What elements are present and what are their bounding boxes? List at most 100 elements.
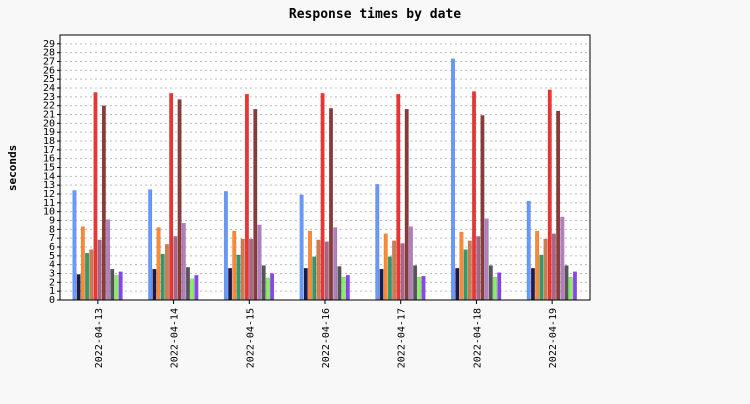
bar xyxy=(463,249,468,301)
x-tick-label: 2022-04-19 xyxy=(548,308,559,368)
bar xyxy=(396,93,401,301)
y-tick-label: 0 xyxy=(49,295,55,306)
bars xyxy=(72,58,577,301)
bar xyxy=(484,218,489,301)
y-tick-label: 28 xyxy=(43,48,55,59)
bar xyxy=(547,89,552,301)
bar xyxy=(156,227,161,301)
bar xyxy=(72,190,77,301)
bar xyxy=(530,268,535,301)
bar xyxy=(408,226,413,301)
bar xyxy=(185,267,190,301)
bar xyxy=(160,253,165,301)
bar xyxy=(181,222,186,301)
plot-frame xyxy=(59,34,591,301)
bar xyxy=(232,230,237,301)
bar xyxy=(101,105,106,301)
bar xyxy=(93,92,98,301)
bar xyxy=(341,276,346,301)
bar xyxy=(236,254,241,301)
y-tick-label: 4 xyxy=(49,260,55,271)
bar xyxy=(455,268,460,301)
bar xyxy=(265,277,270,301)
y-tick-label: 26 xyxy=(43,65,55,76)
axes xyxy=(57,34,591,304)
bar xyxy=(270,273,275,301)
chart-title: Response times by date xyxy=(289,7,461,22)
bar xyxy=(114,275,119,301)
y-tick-label: 17 xyxy=(43,145,55,156)
bar xyxy=(97,239,102,301)
x-tick-label: 2022-04-17 xyxy=(397,308,408,368)
y-tick-label: 19 xyxy=(43,127,55,138)
y-tick-label: 13 xyxy=(43,180,55,191)
bar xyxy=(257,224,262,301)
bar xyxy=(345,275,350,301)
bar xyxy=(564,265,569,301)
x-tick-label: 2022-04-15 xyxy=(245,308,256,368)
bar xyxy=(421,275,426,301)
bar xyxy=(194,275,199,301)
bar xyxy=(329,108,334,301)
bar xyxy=(459,231,464,301)
x-tick-labels: 2022-04-13 2022-04-14 2022-04-15 2022-04-16… xyxy=(94,308,559,368)
y-tick-label: 9 xyxy=(49,216,55,227)
bar xyxy=(303,268,308,301)
bar xyxy=(417,276,422,301)
y-tick-label: 20 xyxy=(43,118,55,129)
bar xyxy=(539,254,544,301)
bar xyxy=(110,268,115,301)
y-tick-label: 3 xyxy=(49,269,55,280)
bar xyxy=(375,184,380,301)
bar xyxy=(451,58,456,301)
y-tick-label: 14 xyxy=(43,171,55,182)
x-tick-label: 2022-04-18 xyxy=(472,308,483,368)
y-tick-label: 1 xyxy=(49,286,55,297)
grid-lines xyxy=(60,43,590,292)
bar xyxy=(312,256,317,301)
bar xyxy=(413,265,418,301)
x-tick-label: 2022-04-14 xyxy=(170,308,181,368)
bar xyxy=(164,244,169,301)
x-tick-label: 2022-04-13 xyxy=(94,308,105,368)
bar xyxy=(249,238,254,301)
bar xyxy=(556,110,561,301)
bar xyxy=(560,216,565,301)
bar xyxy=(526,200,531,301)
bar xyxy=(118,271,123,301)
y-tick-label: 22 xyxy=(43,101,55,112)
y-tick-label: 16 xyxy=(43,154,55,165)
bar xyxy=(152,268,157,301)
bar xyxy=(572,271,577,301)
bar xyxy=(324,241,329,301)
y-tick-label: 21 xyxy=(43,110,55,121)
bar xyxy=(85,252,90,301)
bar xyxy=(240,238,245,301)
y-tick-label: 8 xyxy=(49,224,55,235)
y-tick-label: 18 xyxy=(43,136,55,147)
y-tick-label: 10 xyxy=(43,207,55,218)
y-tick-label: 15 xyxy=(43,163,55,174)
bar xyxy=(106,219,111,301)
bar xyxy=(493,276,498,301)
y-axis-label: seconds xyxy=(6,145,19,191)
bar xyxy=(148,189,153,301)
bar xyxy=(392,240,397,301)
bar xyxy=(472,91,477,301)
y-tick-label: 24 xyxy=(43,83,55,94)
bar xyxy=(488,265,493,301)
bar xyxy=(543,238,548,301)
bar xyxy=(173,236,178,301)
bar xyxy=(228,268,233,301)
bar xyxy=(467,240,472,301)
bar xyxy=(89,249,94,301)
y-tick-label: 2 xyxy=(49,277,55,288)
bar xyxy=(80,226,85,301)
bar xyxy=(190,278,195,301)
y-tick-label: 27 xyxy=(43,57,55,68)
bar xyxy=(299,194,304,301)
y-tick-label: 6 xyxy=(49,242,55,253)
bar xyxy=(337,266,342,301)
